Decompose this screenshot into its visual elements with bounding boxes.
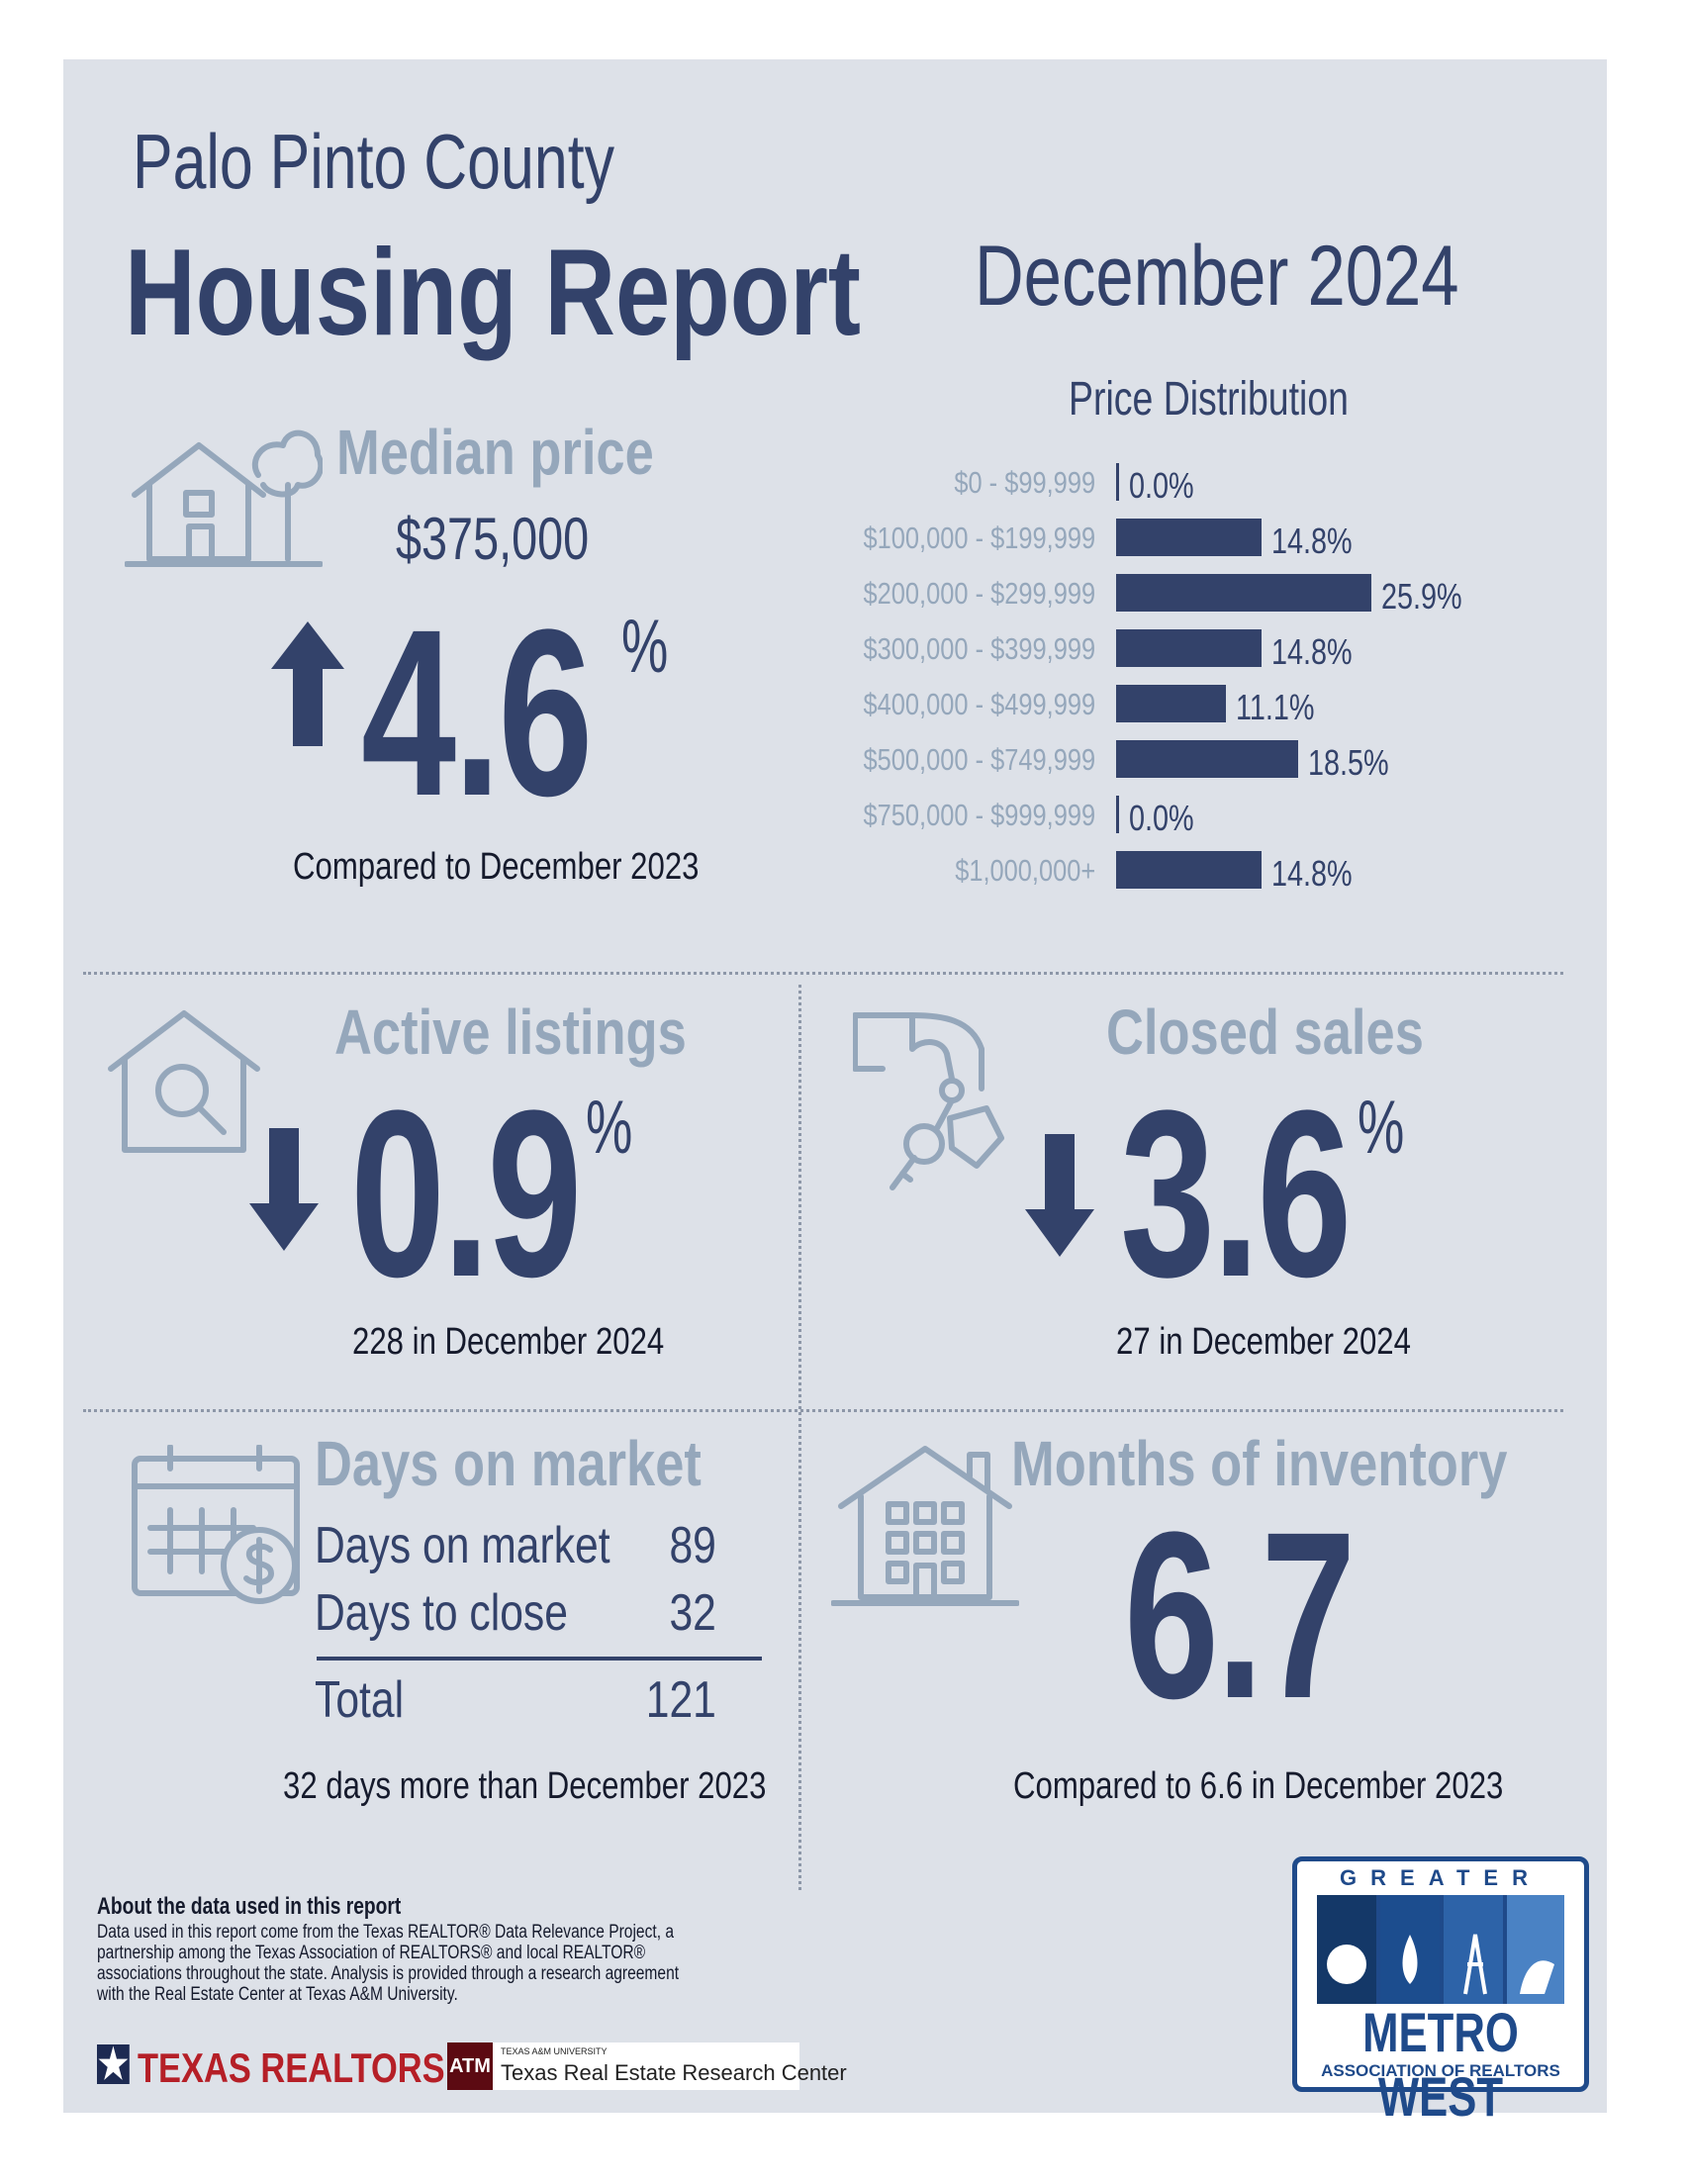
dom-row: Days to close 32 xyxy=(315,1583,716,1643)
chart-value-label: 0.0% xyxy=(1129,465,1194,506)
chart-value-label: 0.0% xyxy=(1129,798,1194,838)
tamu-mark: ATM xyxy=(447,2042,493,2090)
calendar-dollar-icon xyxy=(132,1445,300,1604)
metro-west-greater: GREATER xyxy=(1340,1865,1542,1890)
closed-sales-pct: % xyxy=(1358,1086,1405,1170)
report-panel xyxy=(63,59,1607,2113)
active-listings-caption: 228 in December 2024 xyxy=(352,1321,665,1363)
divider xyxy=(83,972,1563,975)
chart-category-label: $500,000 - $749,999 xyxy=(863,742,1095,777)
chart-bar xyxy=(1116,685,1226,722)
chart-bar xyxy=(1116,463,1119,501)
chart-title: Price Distribution xyxy=(1069,373,1349,426)
chart-value-label: 14.8% xyxy=(1271,521,1353,561)
chart-category-label: $300,000 - $399,999 xyxy=(863,631,1095,666)
days-on-market-caption: 32 days more than December 2023 xyxy=(283,1765,767,1807)
metro-west-sub: ASSOCIATION OF REALTORS xyxy=(1321,2061,1560,2080)
chart-value-label: 18.5% xyxy=(1308,742,1389,783)
chart-category-label: $1,000,000+ xyxy=(954,853,1095,888)
closed-sales-title: Closed sales xyxy=(1106,997,1424,1068)
median-price-value: $375,000 xyxy=(396,506,590,572)
chart-bar xyxy=(1116,574,1371,612)
house-tree-icon xyxy=(125,429,323,567)
closed-sales-change: 3.6 xyxy=(1120,1061,1352,1326)
chart-value-label: 14.8% xyxy=(1271,853,1353,894)
chart-row: $1,000,000+ 14.8% xyxy=(0,851,1687,894)
median-price-title: Median price xyxy=(336,417,654,488)
chart-bar xyxy=(1116,740,1298,778)
arrow-up-icon xyxy=(271,621,344,746)
months-inventory-value: 6.7 xyxy=(1124,1482,1356,1748)
metro-west-name: METRO WEST xyxy=(1362,2001,1519,2128)
months-inventory-caption: Compared to 6.6 in December 2023 xyxy=(1013,1765,1504,1807)
about-title: About the data used in this report xyxy=(97,1893,402,1920)
chart-row: $100,000 - $199,999 14.8% xyxy=(0,519,1687,561)
chart-bar xyxy=(1116,519,1262,556)
dom-row-label: Days on market xyxy=(315,1517,610,1574)
dom-total-row: Total 121 xyxy=(315,1670,716,1730)
chart-row: $0 - $99,999 0.0% xyxy=(0,463,1687,506)
texas-realtors-name: TEXAS REALTORS xyxy=(138,2044,445,2091)
dom-row: Days on market 89 xyxy=(315,1516,716,1575)
chart-category-label: $750,000 - $999,999 xyxy=(863,798,1095,832)
divider xyxy=(798,985,801,1890)
active-listings-title: Active listings xyxy=(334,997,687,1068)
chart-bar xyxy=(1116,851,1262,889)
about-text: Data used in this report come from the T… xyxy=(97,1922,680,2005)
chart-value-label: 11.1% xyxy=(1236,687,1315,727)
tamu-university: TEXAS A&M UNIVERSITY xyxy=(501,2046,608,2056)
chart-row: $500,000 - $749,999 18.5% xyxy=(0,740,1687,783)
chart-row: $400,000 - $499,999 11.1% xyxy=(0,685,1687,727)
chart-bar xyxy=(1116,796,1119,833)
months-inventory-title: Months of inventory xyxy=(1011,1428,1508,1499)
chart-row: $750,000 - $999,999 0.0% xyxy=(0,796,1687,838)
active-listings-change: 0.9 xyxy=(350,1061,582,1326)
arrow-down-icon xyxy=(249,1128,319,1251)
chart-row: $300,000 - $399,999 14.8% xyxy=(0,629,1687,672)
hand-keys-icon xyxy=(853,1012,1004,1190)
chart-category-label: $100,000 - $199,999 xyxy=(863,521,1095,555)
texas-realtors-mark: ★ xyxy=(97,2041,130,2087)
dom-row-value: 32 xyxy=(669,1584,716,1642)
chart-row: $200,000 - $299,999 25.9% xyxy=(0,574,1687,617)
chart-bar xyxy=(1116,629,1262,667)
dom-row-label: Days to close xyxy=(315,1584,568,1642)
tamu-center-name: Texas Real Estate Research Center xyxy=(501,2060,847,2085)
texas-realtors-logo: ★ TEXAS REALTORS xyxy=(97,2041,445,2092)
dom-total-label: Total xyxy=(315,1671,405,1729)
days-on-market-title: Days on market xyxy=(315,1428,702,1499)
metro-west-emblem xyxy=(1317,1895,1564,2004)
tamu-logo: ATM TEXAS A&M UNIVERSITY Texas Real Esta… xyxy=(447,2042,847,2090)
dom-row-value: 89 xyxy=(669,1517,716,1574)
chart-value-label: 14.8% xyxy=(1271,631,1353,672)
report-month: December 2024 xyxy=(975,229,1459,324)
chart-category-label: $200,000 - $299,999 xyxy=(863,576,1095,611)
chart-category-label: $400,000 - $499,999 xyxy=(863,687,1095,721)
chart-category-label: $0 - $99,999 xyxy=(954,465,1095,500)
house-search-icon xyxy=(108,1010,260,1153)
county-name: Palo Pinto County xyxy=(133,118,615,205)
dom-total-value: 121 xyxy=(645,1671,716,1729)
closed-sales-caption: 27 in December 2024 xyxy=(1116,1321,1411,1363)
metro-west-logo: GREATER METRO WEST ASSOCIATION OF REALTO… xyxy=(1292,1856,1589,2128)
chart-value-label: 25.9% xyxy=(1381,576,1462,617)
divider xyxy=(83,1409,1563,1412)
total-rule xyxy=(317,1657,762,1661)
arrow-down-icon xyxy=(1025,1134,1094,1257)
median-price-caption: Compared to December 2023 xyxy=(293,846,700,888)
median-price-pct: % xyxy=(621,605,669,689)
building-icon xyxy=(831,1446,1019,1606)
report-title: Housing Report xyxy=(125,225,861,361)
median-price-change: 4.6 xyxy=(361,580,593,845)
active-listings-pct: % xyxy=(586,1086,633,1170)
